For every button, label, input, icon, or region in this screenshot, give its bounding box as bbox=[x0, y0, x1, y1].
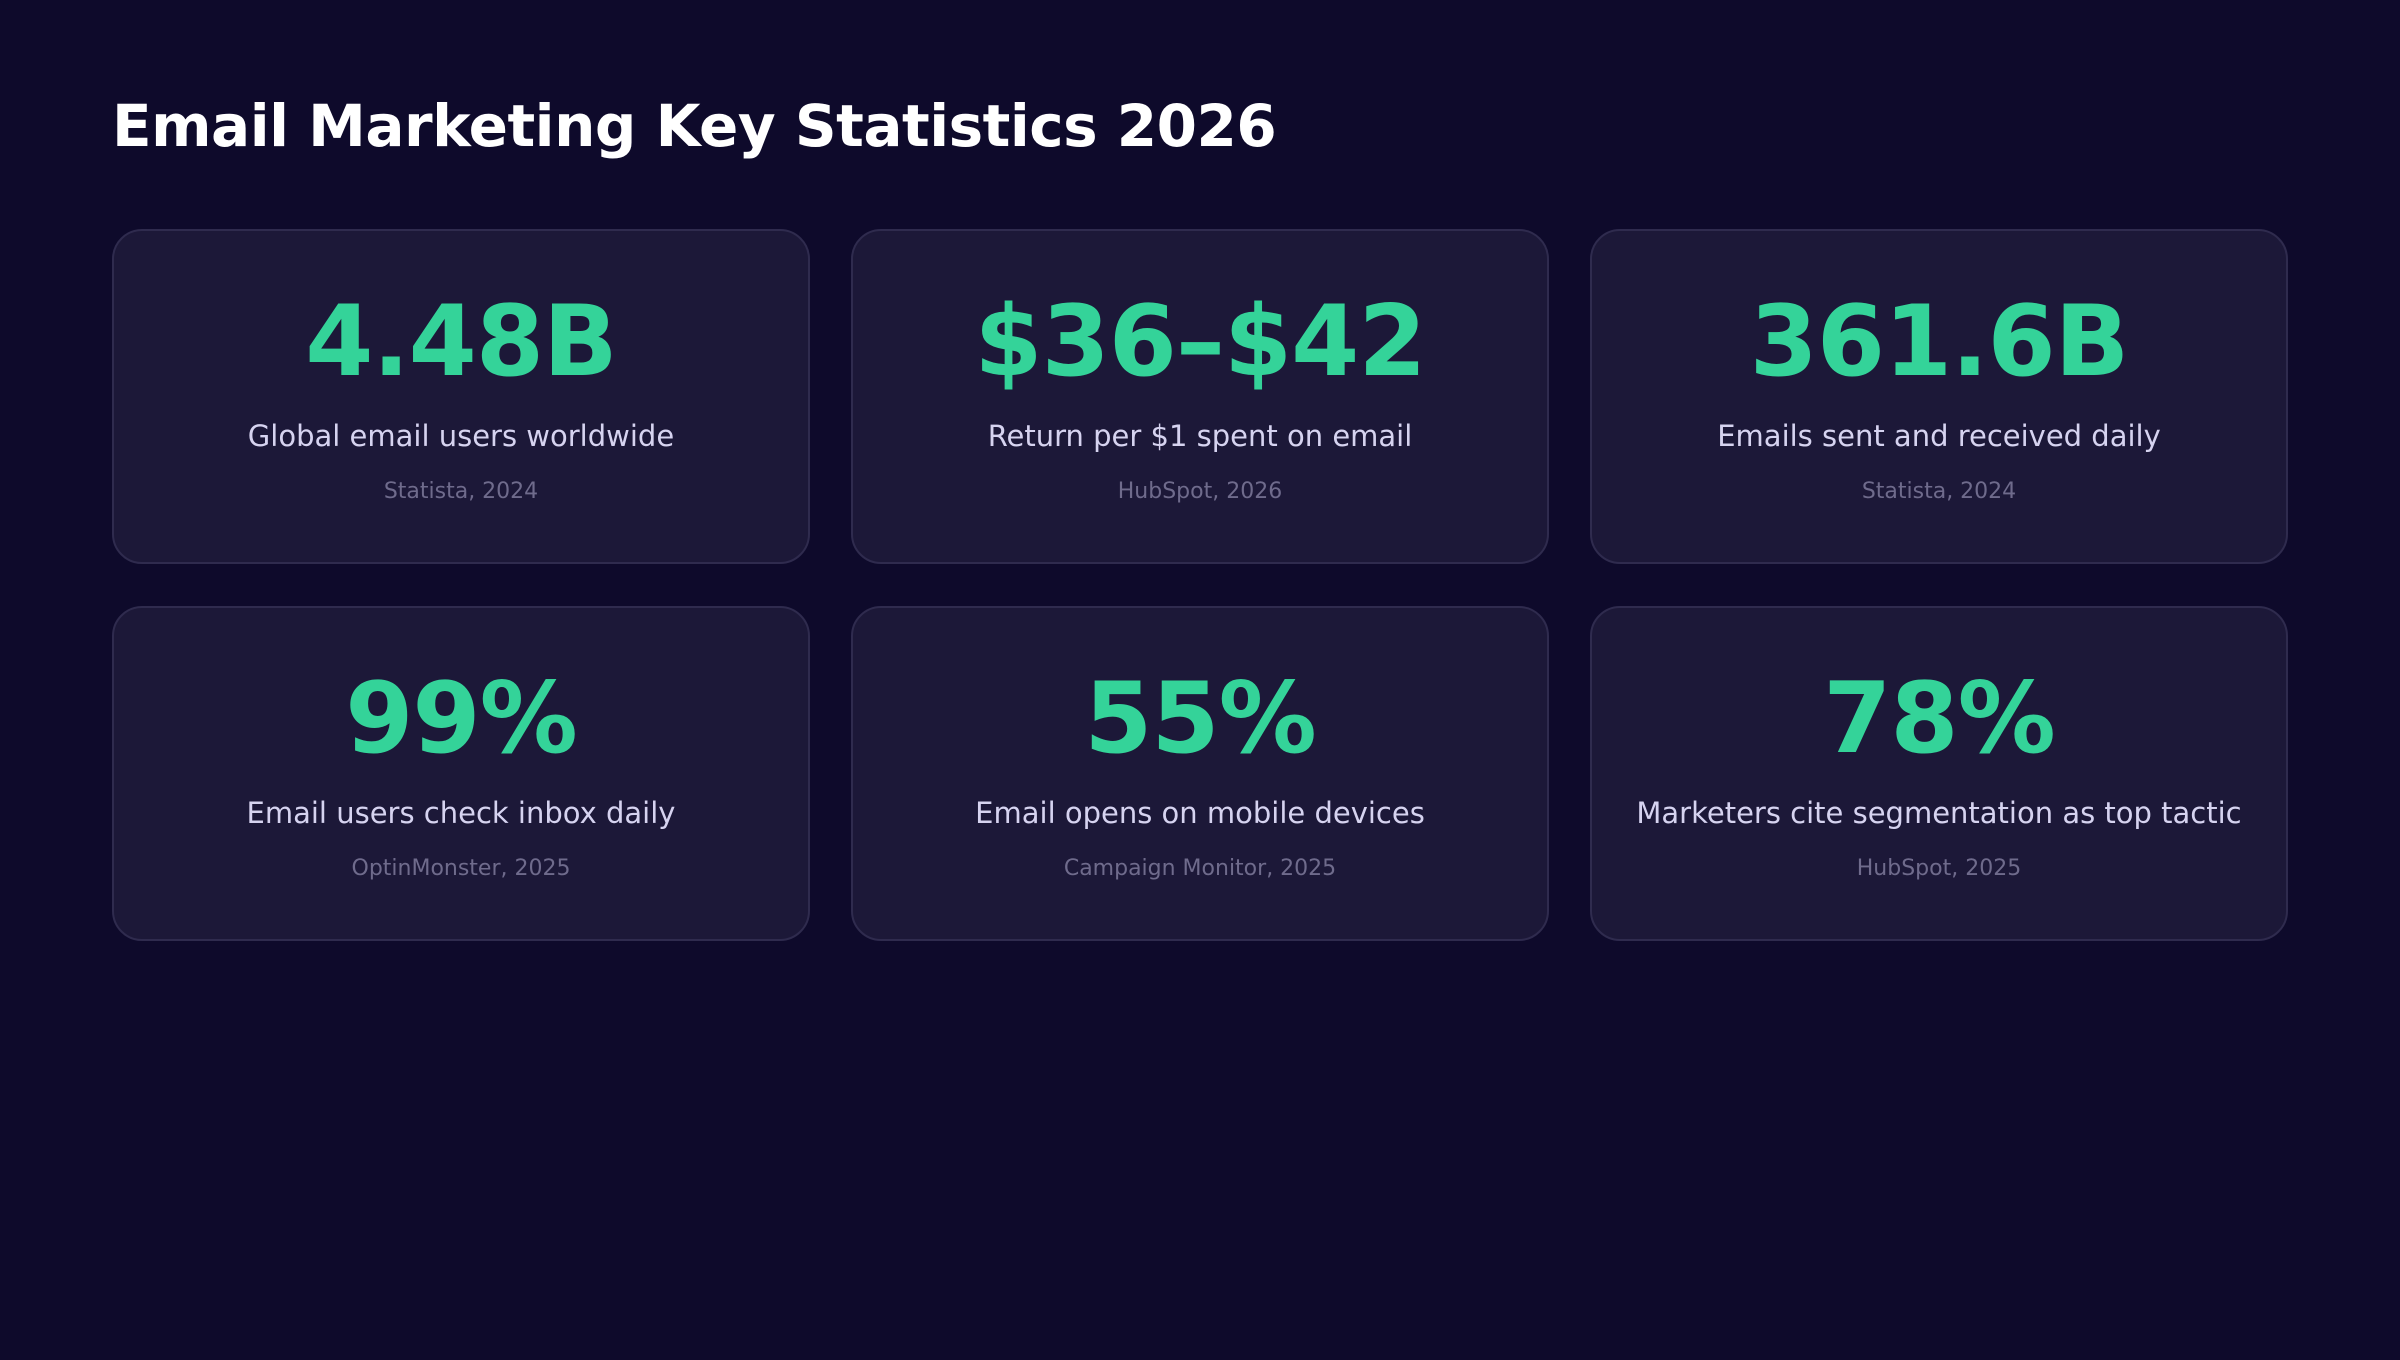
stat-label: Emails sent and received daily bbox=[1717, 419, 2161, 453]
stat-label: Email users check inbox daily bbox=[246, 796, 676, 830]
stat-card: $36–$42 Return per $1 spent on email HubSp… bbox=[851, 229, 1549, 564]
stat-source: Statista, 2024 bbox=[1861, 479, 2017, 504]
stat-value: 99% bbox=[345, 662, 578, 776]
stat-label: Marketers cite segmentation as top tacti… bbox=[1636, 796, 2242, 830]
stat-card: 55% Email opens on mobile devices Campaign… bbox=[851, 606, 1549, 941]
stat-value: 78% bbox=[1823, 662, 2056, 776]
stat-source: HubSpot, 2026 bbox=[1117, 479, 1283, 504]
stat-value: 4.48B bbox=[305, 285, 618, 399]
stat-source: HubSpot, 2025 bbox=[1856, 856, 2022, 881]
stat-value: 361.6B bbox=[1749, 285, 2130, 399]
stat-value: 55% bbox=[1084, 662, 1317, 776]
stat-source: OptinMonster, 2025 bbox=[351, 856, 571, 881]
stat-label: Global email users worldwide bbox=[247, 419, 675, 453]
stat-label: Return per $1 spent on email bbox=[987, 419, 1413, 453]
stat-value: $36–$42 bbox=[974, 285, 1426, 399]
stat-source: Campaign Monitor, 2025 bbox=[1063, 856, 1337, 881]
stat-card: 99% Email users check inbox daily OptinMon… bbox=[112, 606, 810, 941]
stat-label: Email opens on mobile devices bbox=[975, 796, 1425, 830]
card-grid: 4.48B Global email users worldwide Statist… bbox=[112, 229, 2288, 941]
stat-card: 4.48B Global email users worldwide Statist… bbox=[112, 229, 810, 564]
stat-source: Statista, 2024 bbox=[383, 479, 539, 504]
stat-card: 361.6B Emails sent and received daily Stat… bbox=[1590, 229, 2288, 564]
stat-card: 78% Marketers cite segmentation as top ta… bbox=[1590, 606, 2288, 941]
page-title: Email Marketing Key Statistics 2026 bbox=[112, 92, 1277, 160]
